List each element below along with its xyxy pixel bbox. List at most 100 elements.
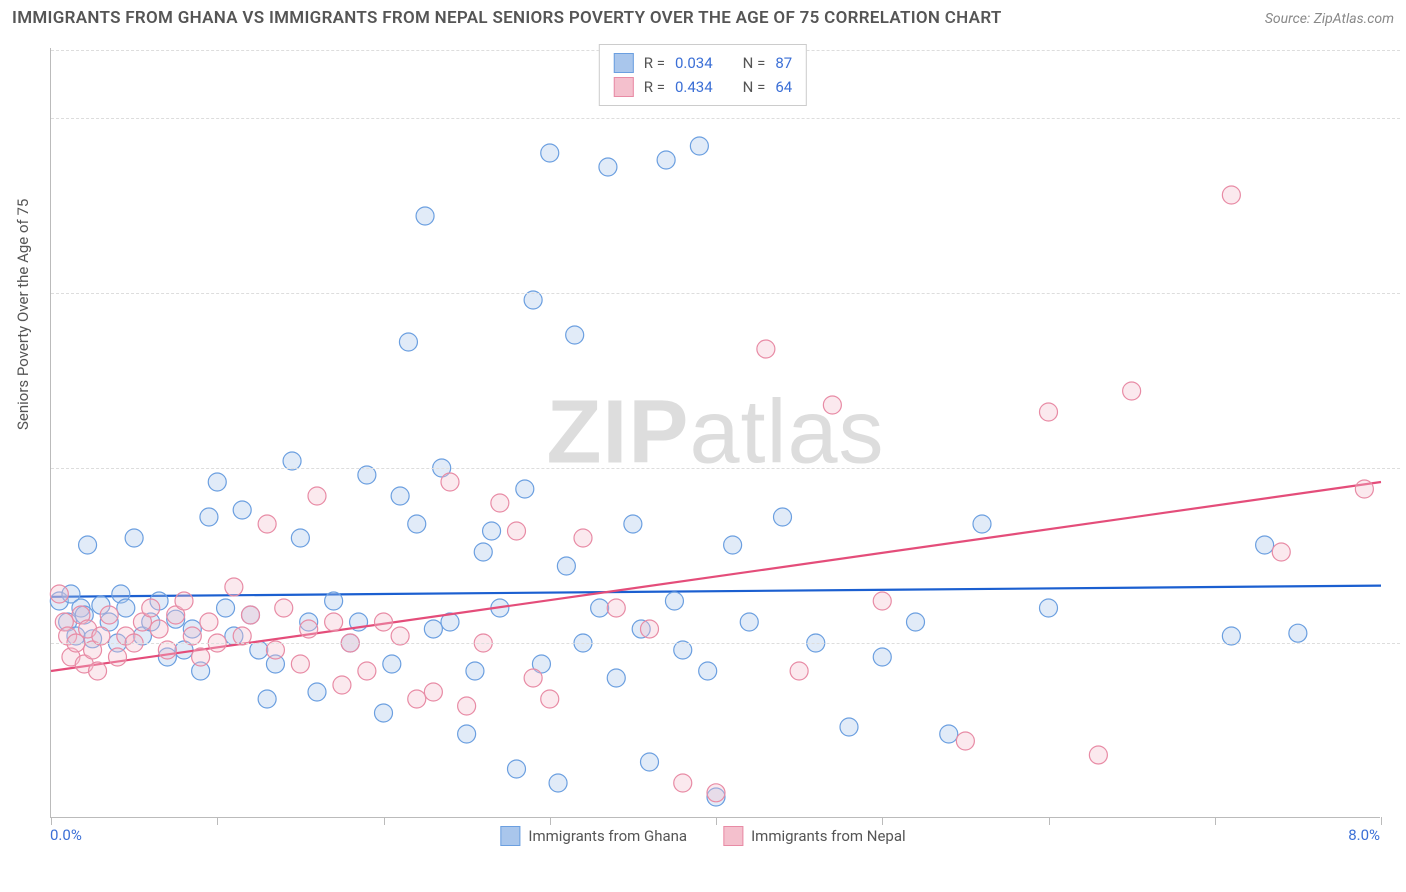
- legend-correlation: R = 0.034 N = 87R = 0.434 N = 64: [599, 44, 807, 106]
- data-point: [508, 760, 526, 778]
- data-point: [607, 599, 625, 617]
- data-point: [258, 690, 276, 708]
- legend-n-label: N =: [743, 75, 766, 99]
- data-point: [325, 592, 343, 610]
- data-point: [408, 515, 426, 533]
- plot-area: ZIPatlas 12.5%25.0%37.5%50.0%: [50, 48, 1380, 818]
- data-point: [491, 494, 509, 512]
- data-point: [50, 585, 68, 603]
- data-point: [956, 732, 974, 750]
- data-point: [574, 529, 592, 547]
- data-point: [125, 529, 143, 547]
- data-point: [242, 606, 260, 624]
- legend-n-value: 64: [775, 75, 792, 99]
- data-point: [823, 396, 841, 414]
- x-axis-max-label: 8.0%: [1348, 826, 1380, 844]
- data-point: [665, 592, 683, 610]
- legend-correlation-row: R = 0.434 N = 64: [614, 75, 792, 99]
- data-point: [541, 690, 559, 708]
- data-point: [740, 613, 758, 631]
- trend-line: [51, 586, 1381, 597]
- data-point: [458, 725, 476, 743]
- data-point: [100, 606, 118, 624]
- data-point: [225, 578, 243, 596]
- gridline: [51, 118, 1400, 119]
- x-tick: [716, 817, 717, 825]
- data-point: [690, 137, 708, 155]
- data-point: [1355, 480, 1373, 498]
- legend-series-item: Immigrants from Ghana: [500, 826, 687, 846]
- data-point: [1040, 403, 1058, 421]
- data-point: [483, 522, 501, 540]
- data-point: [508, 522, 526, 540]
- legend-r-value: 0.034: [675, 51, 713, 75]
- data-point: [192, 648, 210, 666]
- data-point: [333, 676, 351, 694]
- data-point: [524, 669, 542, 687]
- legend-swatch: [723, 826, 743, 846]
- legend-swatch: [614, 53, 634, 73]
- x-tick: [1049, 817, 1050, 825]
- data-point: [940, 725, 958, 743]
- data-point: [441, 473, 459, 491]
- legend-series-label: Immigrants from Nepal: [751, 827, 906, 845]
- data-point: [757, 340, 775, 358]
- data-point: [291, 655, 309, 673]
- data-point: [541, 144, 559, 162]
- legend-r-label: R =: [644, 75, 665, 99]
- data-point: [641, 753, 659, 771]
- x-axis-min-label: 0.0%: [50, 826, 82, 844]
- data-point: [873, 592, 891, 610]
- data-point: [358, 662, 376, 680]
- data-point: [724, 536, 742, 554]
- data-point: [79, 536, 97, 554]
- data-point: [208, 473, 226, 491]
- legend-r-label: R =: [644, 51, 665, 75]
- data-point: [774, 508, 792, 526]
- data-point: [624, 515, 642, 533]
- data-point: [466, 662, 484, 680]
- gridline: [51, 643, 1400, 644]
- x-tick: [550, 817, 551, 825]
- data-point: [873, 648, 891, 666]
- legend-series-item: Immigrants from Nepal: [723, 826, 906, 846]
- data-point: [416, 207, 434, 225]
- data-point: [1222, 186, 1240, 204]
- data-point: [391, 487, 409, 505]
- data-point: [291, 529, 309, 547]
- legend-series: Immigrants from Ghana Immigrants from Nep…: [500, 826, 905, 846]
- data-point: [1123, 382, 1141, 400]
- legend-r-value: 0.434: [675, 75, 713, 99]
- data-point: [557, 557, 575, 575]
- legend-swatch: [500, 826, 520, 846]
- legend-n-value: 87: [775, 51, 792, 75]
- data-point: [674, 774, 692, 792]
- data-point: [607, 669, 625, 687]
- x-tick: [1215, 817, 1216, 825]
- data-point: [707, 784, 725, 802]
- gridline: [51, 293, 1400, 294]
- data-point: [408, 690, 426, 708]
- data-point: [699, 662, 717, 680]
- data-point: [300, 620, 318, 638]
- data-point: [566, 326, 584, 344]
- x-tick: [217, 817, 218, 825]
- data-point: [308, 487, 326, 505]
- data-point: [1289, 624, 1307, 642]
- data-point: [109, 648, 127, 666]
- data-point: [375, 704, 393, 722]
- x-tick: [51, 817, 52, 825]
- data-point: [89, 662, 107, 680]
- data-point: [142, 599, 160, 617]
- data-point: [424, 683, 442, 701]
- data-point: [840, 718, 858, 736]
- source-label: Source: ZipAtlas.com: [1265, 11, 1394, 27]
- data-point: [549, 774, 567, 792]
- data-point: [424, 620, 442, 638]
- y-axis-label: Seniors Poverty Over the Age of 75: [14, 199, 32, 430]
- legend-swatch: [614, 77, 634, 97]
- data-point: [458, 697, 476, 715]
- legend-correlation-row: R =0.034N =87: [614, 51, 792, 75]
- data-point: [217, 599, 235, 617]
- data-point: [1040, 599, 1058, 617]
